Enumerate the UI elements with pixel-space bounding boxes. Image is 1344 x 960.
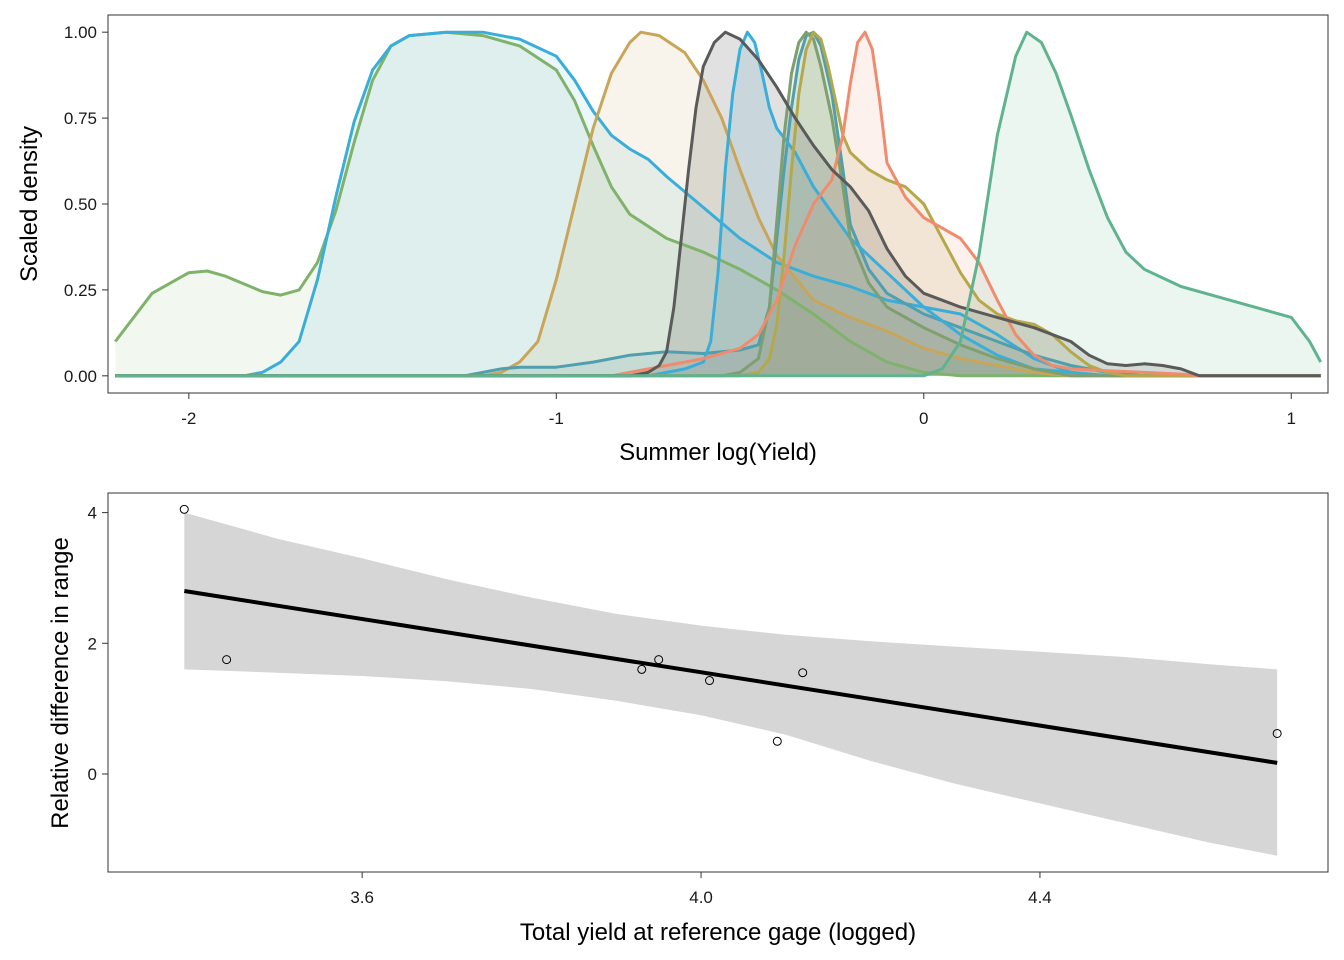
density-line-6 (115, 30, 1321, 378)
scatter-point-7 (798, 668, 808, 678)
scatter-y-tick-label-3: 4 (88, 504, 97, 523)
scatter-x-tick-label-1: 3.6 (350, 888, 374, 907)
density-y-axis-title: Scaled density (16, 126, 43, 282)
scatter-point-2 (222, 655, 232, 665)
density-axis-ticks: -2 -1 0 1 0.00 0.25 0.50 0.75 1.00 (64, 23, 1296, 428)
density-fill-1 (115, 32, 1321, 376)
scatter-x-tick-label-3: 4.4 (1028, 888, 1052, 907)
density-line-8 (115, 30, 1321, 378)
density-y-tick-label-3: 0.50 (64, 195, 97, 214)
scatter-panel-border (107, 492, 1329, 873)
density-y-tick-label-5: 1.00 (64, 23, 97, 42)
density-y-tick-label-4: 0.75 (64, 109, 97, 128)
density-fill-10 (115, 32, 1321, 376)
scatter-points (179, 504, 1282, 746)
scatter-panel: 3.6 4.0 4.4 0 2 4 Total yield at reference ga… (47, 492, 1329, 946)
scatter-axis-ticks: 3.6 4.0 4.4 0 2 4 (88, 504, 1052, 907)
density-y-tick-label-2: 0.25 (64, 281, 97, 300)
density-x-tick-label-4: 1 (1287, 409, 1296, 428)
density-x-tick-label-3: 0 (919, 409, 928, 428)
density-fills (115, 32, 1321, 376)
scatter-y-tick-label-1: 0 (88, 765, 97, 784)
density-line-3 (115, 30, 1321, 378)
density-line-2 (115, 30, 1321, 378)
density-line-4 (115, 30, 1321, 378)
density-fill-3 (115, 32, 1321, 376)
regression-line (183, 589, 1278, 765)
density-panel: -2 -1 0 1 0.00 0.25 0.50 0.75 1.00 Summer log(Yi… (16, 14, 1329, 466)
scatter-point-1 (179, 504, 189, 514)
density-x-tick-label-2: -1 (549, 409, 564, 428)
scatter-point-3 (637, 664, 647, 674)
confidence-band (184, 512, 1278, 856)
density-line-9 (115, 30, 1321, 378)
density-lines (114, 30, 1323, 378)
scatter-y-axis-title: Relative difference in range (47, 537, 74, 829)
density-line-1 (114, 30, 1321, 378)
density-fill-5 (115, 32, 1321, 376)
density-y-tick-label-1: 0.00 (64, 367, 97, 386)
density-fill-9 (115, 32, 1321, 376)
density-x-tick-label-1: -2 (181, 409, 196, 428)
scatter-point-6 (772, 736, 782, 746)
density-fill-2 (115, 32, 1321, 376)
scatter-point-8 (1272, 728, 1282, 738)
scatter-x-tick-label-2: 4.0 (689, 888, 713, 907)
scatter-point-5 (705, 676, 715, 686)
density-line-10 (115, 30, 1323, 378)
scatter-point-4 (654, 655, 664, 665)
density-x-axis-title: Summer log(Yield) (619, 439, 817, 466)
scatter-y-tick-label-2: 2 (88, 634, 97, 653)
scatter-x-axis-title: Total yield at reference gage (logged) (520, 919, 916, 946)
